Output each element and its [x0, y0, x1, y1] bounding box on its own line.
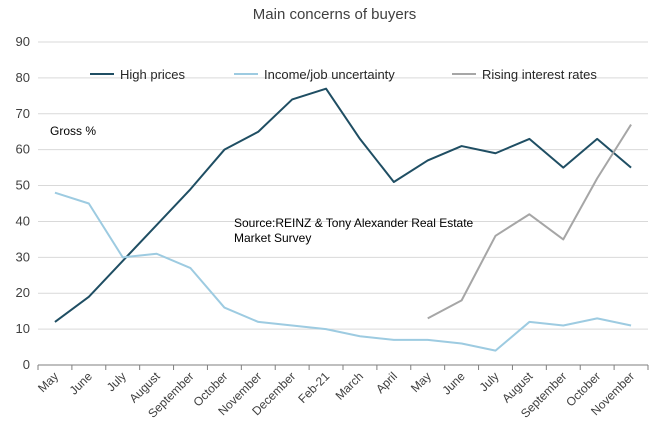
- y-tick-label: 50: [16, 178, 30, 193]
- y-tick-label: 20: [16, 285, 30, 300]
- legend: High prices Income/job uncertainty Rising …: [90, 67, 597, 82]
- x-tick-label: June: [439, 369, 468, 398]
- gridlines: [38, 41, 648, 330]
- series-lines: [54, 87, 632, 352]
- x-tick-label: July: [104, 369, 129, 394]
- y-tick-label: 80: [16, 70, 30, 85]
- series-line-income-job-uncertainty: [54, 191, 632, 352]
- series-line-high-prices: [54, 87, 632, 323]
- y-tick-label: 30: [16, 249, 30, 264]
- y-tick-label: 90: [16, 34, 30, 49]
- y-tick-label: 10: [16, 321, 30, 336]
- series-line-rising-interest-rates: [427, 124, 632, 320]
- source-note: Source:REINZ & Tony Alexander Real Estat…: [234, 216, 474, 245]
- y-tick-label: 60: [16, 142, 30, 157]
- chart-title: Main concerns of buyers: [252, 6, 417, 23]
- y-tick-label: 40: [16, 213, 30, 228]
- legend-label: Income/job uncertainty: [264, 67, 395, 82]
- x-tick-label: May: [408, 369, 434, 395]
- x-tick-label: July: [477, 369, 502, 394]
- legend-label: Rising interest rates: [482, 67, 597, 82]
- legend-label: High prices: [120, 67, 186, 82]
- x-tick-label: Feb-21: [295, 369, 332, 406]
- y-tick-label: 70: [16, 106, 30, 121]
- x-tick-label: March: [333, 369, 366, 402]
- y-tick-label: 0: [23, 357, 30, 372]
- units-note: Gross %: [50, 124, 97, 138]
- x-tick-label: June: [67, 369, 96, 398]
- x-tick-label: May: [35, 369, 61, 395]
- x-tick-label: April: [373, 369, 400, 396]
